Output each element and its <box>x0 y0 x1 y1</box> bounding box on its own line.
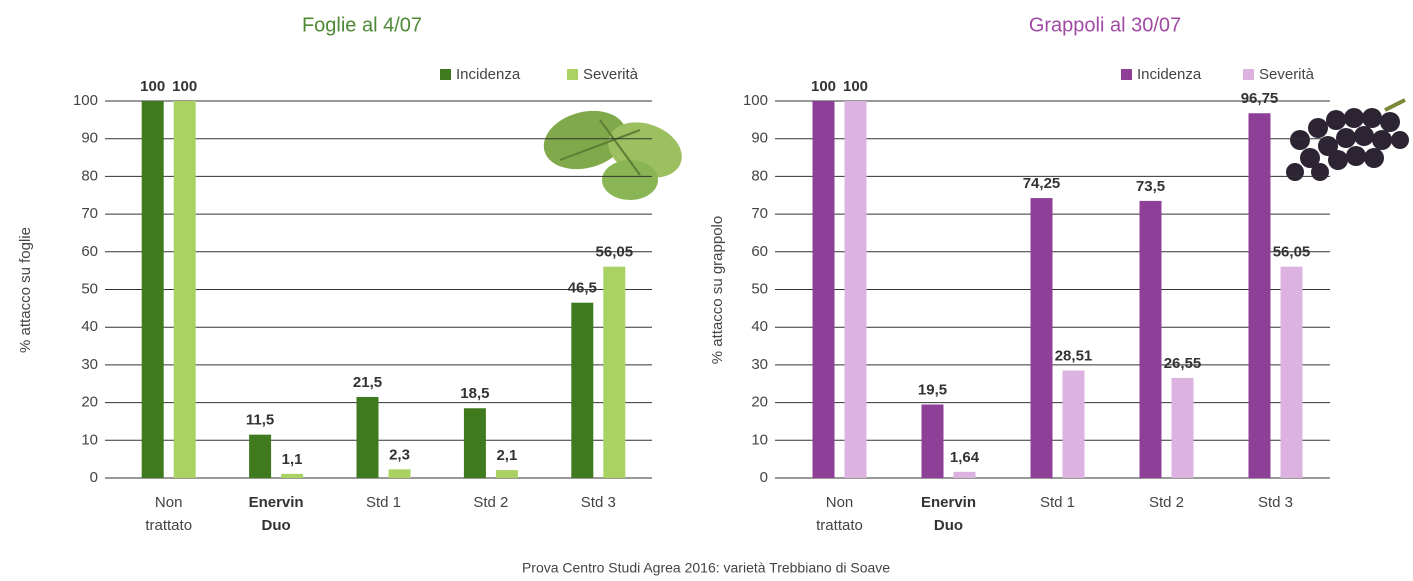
y-tick-label: 30 <box>751 356 768 373</box>
y-tick-label: 0 <box>90 469 98 486</box>
y-tick-label: 20 <box>81 394 98 411</box>
data-label: 46,5 <box>568 280 597 297</box>
legend-label: Incidenza <box>1137 66 1202 83</box>
x-tick-label: Std 2 <box>1149 494 1184 511</box>
y-tick-label: 70 <box>751 205 768 222</box>
data-label: 19,5 <box>918 381 947 398</box>
x-tick-line: Duo <box>262 517 291 534</box>
x-tick-line: Enervin <box>249 494 304 511</box>
legend-label: Severità <box>583 66 639 83</box>
bar <box>249 435 271 478</box>
y-tick-label: 40 <box>751 318 768 335</box>
legend-swatch <box>1243 69 1254 80</box>
legend-label: Incidenza <box>456 66 521 83</box>
bar <box>571 303 593 478</box>
y-tick-label: 0 <box>760 469 768 486</box>
data-label: 2,3 <box>389 446 410 463</box>
x-tick-line: trattato <box>145 517 192 534</box>
data-label: 26,55 <box>1164 355 1202 372</box>
bar <box>1281 267 1303 478</box>
data-label: 100 <box>172 78 197 95</box>
x-tick-label: Non trattato <box>145 494 192 534</box>
data-label: 21,5 <box>353 374 382 391</box>
y-tick-label: 50 <box>751 280 768 297</box>
bar <box>389 469 411 478</box>
data-label: 74,25 <box>1023 175 1061 192</box>
bar <box>174 101 196 478</box>
data-label: 100 <box>843 78 868 95</box>
bar <box>1249 113 1271 478</box>
x-tick-label: Enervin Duo <box>249 494 304 534</box>
x-tick-label: Std 3 <box>1258 494 1293 511</box>
data-label: 11,5 <box>246 412 274 429</box>
bar <box>954 472 976 478</box>
y-tick-label: 60 <box>751 243 768 260</box>
bar <box>142 101 164 478</box>
data-label: 18,5 <box>460 385 489 402</box>
x-tick-label: Std 2 <box>473 494 508 511</box>
x-tick-label: Enervin Duo <box>921 494 976 534</box>
data-label: 100 <box>140 78 165 95</box>
legend-swatch <box>567 69 578 80</box>
bar <box>1140 201 1162 478</box>
bar <box>1063 371 1085 478</box>
bar <box>1031 198 1053 478</box>
bar <box>464 408 486 478</box>
data-label: 1,1 <box>282 451 303 468</box>
x-tick-label: Std 1 <box>366 494 401 511</box>
y-tick-label: 90 <box>81 130 98 147</box>
bar <box>281 474 303 478</box>
data-label: 56,05 <box>1273 244 1311 261</box>
x-tick-label: Std 3 <box>581 494 616 511</box>
x-tick-line: Non <box>826 494 854 511</box>
data-label: 1,64 <box>950 449 980 466</box>
bar <box>357 397 379 478</box>
y-tick-label: 100 <box>743 92 768 109</box>
y-tick-label: 20 <box>751 394 768 411</box>
x-tick-line: trattato <box>816 517 863 534</box>
data-label: 2,1 <box>496 447 517 464</box>
y-tick-label: 50 <box>81 280 98 297</box>
y-tick-label: 80 <box>81 167 98 184</box>
x-tick-line: Duo <box>934 517 963 534</box>
chart-title: Grappoli al 30/07 <box>1029 14 1181 36</box>
y-tick-label: 80 <box>751 167 768 184</box>
y-tick-label: 90 <box>751 130 768 147</box>
data-label: 100 <box>811 78 836 95</box>
x-tick-label: Non trattato <box>816 494 863 534</box>
legend-swatch <box>440 69 451 80</box>
legend-label: Severità <box>1259 66 1315 83</box>
data-label: 73,5 <box>1136 178 1165 195</box>
y-tick-label: 40 <box>81 318 98 335</box>
data-label: 56,05 <box>596 244 634 261</box>
data-label: 96,75 <box>1241 90 1279 107</box>
y-axis-label: % attacco su foglie <box>17 227 34 353</box>
data-label: 28,51 <box>1055 347 1093 364</box>
leaf-image <box>537 102 689 200</box>
y-tick-label: 10 <box>751 431 768 448</box>
y-axis-label: % attacco su grappolo <box>709 216 726 364</box>
page: Prova Centro Studi Agrea 2016: varietà T… <box>0 0 1413 581</box>
y-tick-label: 30 <box>81 356 98 373</box>
y-tick-label: 60 <box>81 243 98 260</box>
x-tick-label: Std 1 <box>1040 494 1075 511</box>
x-tick-line: Non <box>155 494 183 511</box>
y-tick-label: 100 <box>73 92 98 109</box>
y-tick-label: 70 <box>81 205 98 222</box>
x-tick-line: Enervin <box>921 494 976 511</box>
y-tick-label: 10 <box>81 431 98 448</box>
legend-swatch <box>1121 69 1132 80</box>
caption: Prova Centro Studi Agrea 2016: varietà T… <box>522 560 890 576</box>
bar <box>813 101 835 478</box>
bar <box>922 404 944 478</box>
bar <box>603 267 625 478</box>
chart-title: Foglie al 4/07 <box>302 14 422 36</box>
bar <box>1172 378 1194 478</box>
bar <box>845 101 867 478</box>
grape-image <box>1286 100 1409 181</box>
bar <box>496 470 518 478</box>
